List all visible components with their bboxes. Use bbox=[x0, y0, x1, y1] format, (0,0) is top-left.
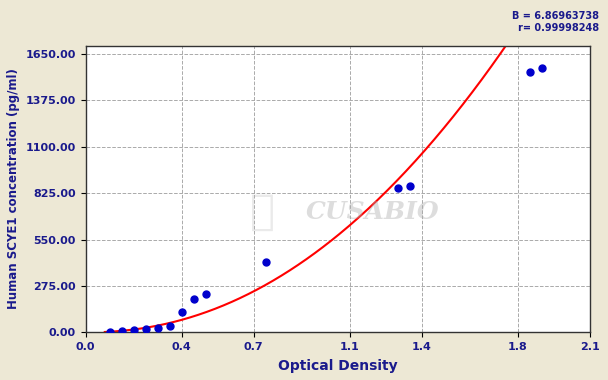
Text: 🦅: 🦅 bbox=[249, 191, 275, 233]
Point bbox=[261, 259, 271, 265]
Point bbox=[537, 65, 547, 71]
Point bbox=[525, 69, 534, 75]
Point bbox=[188, 296, 198, 302]
Point bbox=[177, 309, 187, 315]
Text: B = 6.86963738
r= 0.99998248: B = 6.86963738 r= 0.99998248 bbox=[512, 11, 599, 33]
Y-axis label: Human SCYE1 concentration (pg/ml): Human SCYE1 concentration (pg/ml) bbox=[7, 68, 20, 309]
Point bbox=[129, 327, 139, 333]
Point bbox=[393, 185, 402, 191]
Point bbox=[141, 326, 151, 332]
Point bbox=[117, 328, 126, 334]
Point bbox=[201, 291, 210, 297]
X-axis label: Optical Density: Optical Density bbox=[278, 359, 398, 373]
Point bbox=[165, 323, 174, 329]
Text: CUSABIO: CUSABIO bbox=[306, 200, 440, 224]
Point bbox=[153, 325, 162, 331]
Point bbox=[405, 182, 415, 188]
Point bbox=[105, 328, 114, 334]
